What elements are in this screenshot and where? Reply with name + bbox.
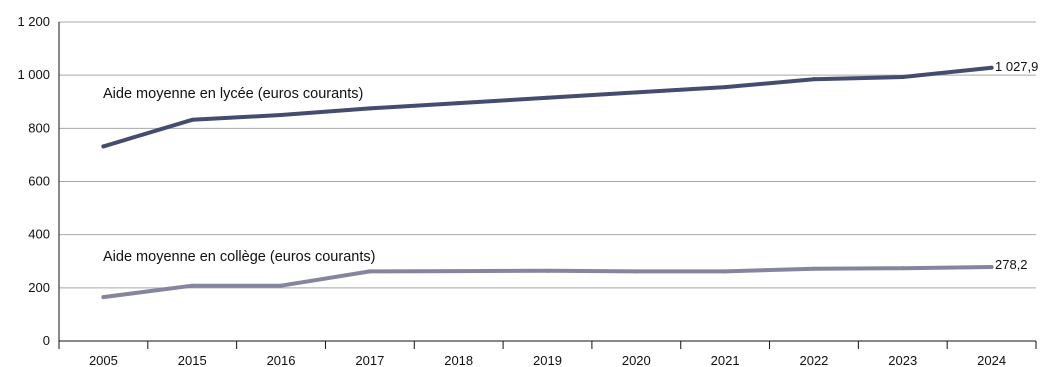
x-tick-label: 2015	[178, 353, 207, 367]
series-labels: Aide moyenne en lycée (euros courants) A…	[103, 59, 1038, 272]
data-point	[723, 85, 728, 90]
series-line-0	[101, 65, 994, 149]
data-point	[279, 113, 284, 118]
gridlines	[59, 21, 1036, 289]
y-axis-ticks: 0 200 400 600 800 1 000 1 200	[17, 14, 50, 348]
data-point	[367, 269, 372, 274]
x-tick-label: 2022	[799, 353, 828, 367]
data-point	[989, 65, 994, 70]
x-tick-label: 2018	[444, 353, 473, 367]
data-point	[723, 269, 728, 274]
x-tick-label: 2016	[267, 353, 296, 367]
data-point	[811, 77, 816, 82]
series-label-lycee: Aide moyenne en lycée (euros courants)	[103, 86, 363, 102]
data-point	[545, 268, 550, 273]
x-tick-label: 2017	[355, 353, 384, 367]
x-tick-label: 2019	[533, 353, 562, 367]
end-label-college: 278,2	[995, 257, 1028, 272]
data-point	[367, 106, 372, 111]
x-tick-label: 2024	[977, 353, 1006, 367]
data-point	[456, 269, 461, 274]
y-tick-label: 600	[28, 174, 50, 189]
data-point	[101, 295, 106, 300]
y-tick-label: 1 000	[17, 67, 50, 82]
data-point	[900, 75, 905, 80]
x-tick-label: 2020	[622, 353, 651, 367]
data-point	[190, 283, 195, 288]
y-tick-label: 400	[28, 227, 50, 242]
data-point	[456, 101, 461, 106]
y-tick-label: 1 200	[17, 14, 50, 29]
data-point	[279, 283, 284, 288]
end-label-lycee: 1 027,9	[995, 59, 1038, 74]
data-point	[811, 266, 816, 271]
axes	[58, 22, 1036, 349]
data-point	[634, 269, 639, 274]
data-point	[190, 117, 195, 122]
x-tick-label: 2021	[711, 353, 740, 367]
data-point	[900, 266, 905, 271]
data-point	[545, 95, 550, 100]
series-label-college: Aide moyenne en collège (euros courants)	[103, 249, 375, 265]
series-lines	[101, 65, 994, 300]
y-tick-label: 0	[43, 333, 50, 348]
data-point	[989, 265, 994, 270]
data-point	[634, 90, 639, 95]
y-tick-label: 200	[28, 280, 50, 295]
x-axis-ticks: 2005 2015 2016 2017 2018 2019 2020 2021 2022 2023…	[89, 341, 1037, 367]
x-tick-label: 2005	[89, 353, 118, 367]
x-tick-label: 2023	[888, 353, 917, 367]
y-tick-label: 800	[28, 120, 50, 135]
data-point	[101, 144, 106, 149]
